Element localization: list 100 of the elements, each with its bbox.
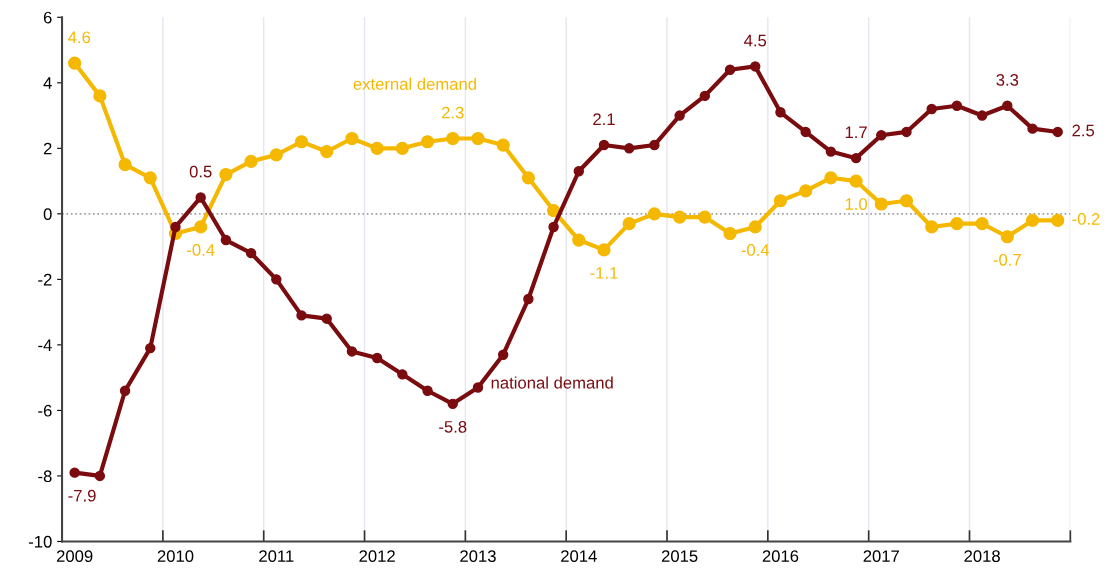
point [143, 171, 157, 185]
point [294, 135, 309, 149]
data-label: -0.2 [1072, 213, 1100, 225]
point [320, 144, 334, 159]
x-tick-label: 2009 [56, 550, 93, 563]
data-label: 2.1 [593, 113, 615, 125]
point [422, 385, 433, 396]
x-tick-label: 2017 [863, 550, 899, 563]
point [472, 382, 484, 393]
point [220, 234, 232, 246]
x-tick-label: 2010 [157, 550, 194, 563]
point [244, 154, 258, 169]
point [395, 141, 409, 155]
point [773, 194, 788, 208]
point [523, 293, 534, 305]
data-label: -0.4 [741, 244, 770, 256]
point [1052, 126, 1063, 138]
point [397, 369, 408, 380]
point [1027, 123, 1038, 134]
y-tick-label: -4 [38, 339, 52, 351]
data-label: -1.1 [590, 267, 618, 279]
point [346, 346, 358, 357]
point [925, 220, 939, 234]
point [748, 220, 762, 234]
point [118, 158, 132, 172]
point [521, 171, 535, 185]
point [194, 220, 208, 234]
point [876, 130, 887, 141]
data-label: 4.5 [744, 34, 767, 47]
x-tick-label: 2015 [661, 550, 698, 563]
point [674, 110, 685, 121]
x-tick-label: 2014 [561, 550, 597, 563]
y-tick-label: -8 [38, 470, 52, 483]
point [321, 313, 332, 324]
point [296, 310, 307, 321]
y-tick-label: -10 [28, 535, 52, 548]
point [724, 64, 736, 75]
point [775, 107, 786, 118]
point [119, 385, 131, 396]
point [649, 139, 660, 151]
point [497, 349, 509, 360]
point [94, 470, 106, 482]
point [1025, 213, 1040, 227]
point [1002, 100, 1013, 111]
point [471, 131, 485, 146]
point [800, 126, 811, 138]
point [93, 89, 107, 103]
x-tick-label: 2016 [762, 550, 799, 563]
point [698, 210, 712, 224]
data-label: 4.6 [68, 31, 91, 44]
y-tick-label: -2 [38, 273, 52, 286]
point [699, 90, 711, 102]
point [799, 184, 813, 198]
x-tick-label: 2018 [964, 550, 1000, 563]
point [750, 61, 761, 72]
point [623, 143, 635, 154]
point [849, 174, 863, 188]
point [271, 274, 282, 285]
point [145, 342, 156, 354]
text: external demand [353, 77, 476, 90]
y-tick-label: 2 [43, 142, 52, 155]
data-label: 1.0 [845, 198, 867, 210]
y-tick-label: 6 [43, 11, 52, 24]
point [874, 197, 888, 211]
point [269, 148, 283, 162]
x-tick-label: 2012 [359, 550, 395, 563]
data-label: -0.7 [993, 253, 1021, 266]
point [598, 139, 610, 151]
point [219, 167, 233, 182]
point [195, 192, 206, 203]
x-tick-label: 2013 [460, 550, 496, 563]
data-label: -7.9 [68, 489, 96, 502]
point [170, 221, 181, 233]
point [976, 110, 988, 121]
point [546, 203, 561, 218]
y-tick-label: 4 [43, 77, 52, 89]
point [901, 126, 912, 138]
point [1051, 213, 1065, 227]
point [447, 398, 458, 410]
point [850, 152, 862, 164]
point [496, 138, 510, 152]
data-label: 1.7 [845, 126, 867, 139]
point [723, 226, 737, 241]
point [647, 207, 662, 221]
data-label: 0.5 [189, 165, 212, 178]
point [951, 100, 963, 111]
y-tick-label: 0 [43, 208, 52, 221]
point [1000, 230, 1014, 244]
point [245, 247, 257, 259]
point [926, 103, 937, 115]
point [597, 243, 611, 257]
point [446, 131, 460, 146]
point [950, 217, 964, 231]
point [573, 166, 585, 177]
point [345, 131, 359, 146]
data-label: -5.8 [439, 420, 467, 433]
point [370, 141, 384, 155]
series-label: national demand [491, 376, 613, 389]
data-label: 2.3 [442, 106, 464, 119]
y-tick-label: -6 [38, 404, 52, 417]
